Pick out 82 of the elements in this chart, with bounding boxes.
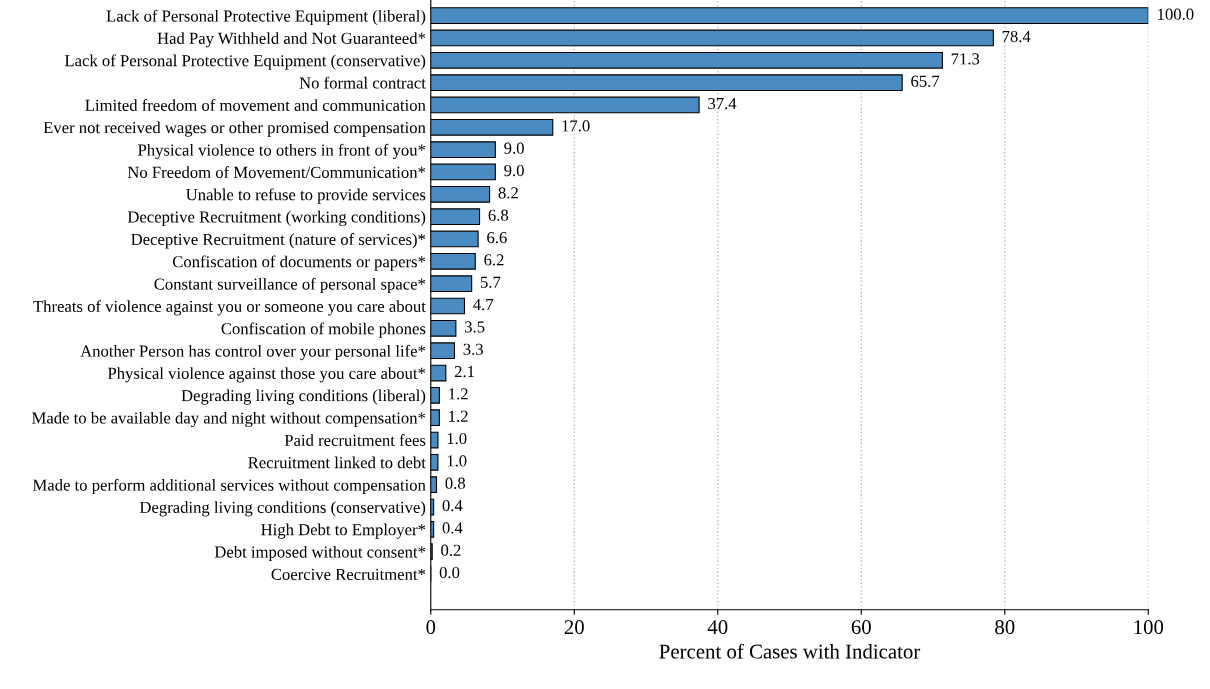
bar [430, 74, 903, 92]
data-label: 0.2 [441, 544, 461, 556]
data-label: 1.0 [447, 455, 467, 467]
data-label: 9.0 [504, 142, 524, 154]
x-tick-label: 0 [426, 620, 436, 635]
bar [430, 29, 994, 47]
x-axis-title: Percent of Cases with Indicator [659, 643, 921, 659]
y-tick-label: Constant surveillance of personal space* [154, 277, 426, 294]
bar [430, 96, 700, 114]
data-label: 0.8 [445, 477, 466, 489]
bar [430, 297, 466, 315]
x-tick-label: 60 [851, 620, 871, 635]
data-label: 2.1 [454, 365, 474, 378]
bar [430, 520, 435, 538]
data-label: 3.3 [463, 343, 483, 355]
data-label: 1.2 [449, 410, 468, 422]
bar [430, 275, 473, 293]
bar [430, 319, 457, 337]
data-label: 6.2 [484, 254, 504, 266]
y-tick-label: Degrading living conditions (liberal) [181, 389, 426, 405]
bar [430, 51, 943, 69]
data-label: 1.2 [449, 388, 468, 400]
bar [430, 409, 440, 427]
y-tick-label: No Freedom of Movement/Communication* [127, 166, 426, 178]
data-label: 1.0 [447, 432, 467, 445]
data-label: 0.0 [439, 566, 460, 579]
x-tick-label: 20 [564, 620, 584, 635]
y-tick-label: Coercive Recruitment* [271, 568, 426, 580]
bar [430, 453, 439, 471]
y-tick-label: Recruitment linked to debt [248, 456, 426, 469]
bar [430, 208, 481, 226]
y-tick-label: Deceptive Recruitment (nature of services)* [131, 233, 426, 249]
bar [430, 118, 554, 136]
y-tick-label: Confiscation of documents or papers* [172, 255, 426, 271]
bar [430, 364, 447, 382]
y-tick-label: Degrading living conditions (conservative) [139, 501, 426, 517]
data-label: 6.6 [487, 231, 507, 244]
data-label: 37.4 [708, 97, 737, 110]
bar [430, 141, 496, 159]
bar [430, 342, 455, 360]
y-tick-label: Had Pay Withheld and Not Guaranteed* [157, 32, 426, 48]
data-label: 4.7 [473, 299, 494, 311]
data-label: 6.8 [488, 209, 509, 221]
bar [430, 163, 496, 181]
y-tick-label: No formal contract [299, 76, 426, 89]
data-label: 78.4 [1002, 30, 1031, 43]
x-tick-label: 80 [995, 620, 1015, 635]
y-tick-label: Ever not received wages or other promised compensation [43, 121, 426, 137]
data-label: 9.0 [504, 164, 524, 177]
y-tick-label: Unable to refuse to provide services [186, 188, 426, 204]
y-tick-label: Made to be available day and night without compensation* [32, 411, 426, 428]
bar [430, 476, 438, 494]
bar [430, 185, 491, 203]
y-tick-label: Lack of Personal Protective Equipment (conservative) [64, 54, 426, 70]
y-tick-label: Deceptive Recruitment (working conditions) [127, 210, 426, 227]
bar [430, 431, 439, 449]
y-tick-label: Made to perform additional services without compensation [32, 478, 426, 495]
bar [430, 386, 440, 404]
x-tick-label: 40 [707, 620, 728, 635]
y-tick-label: Lack of Personal Protective Equipment (liberal) [106, 9, 426, 26]
data-label: 100.0 [1158, 8, 1194, 20]
bar [430, 252, 476, 270]
y-tick-label: Physical violence against those you care about* [107, 367, 426, 383]
data-label: 0.4 [442, 499, 463, 512]
y-tick-label: Debt imposed without consent* [214, 545, 426, 562]
x-tick-label: 100 [1134, 620, 1164, 635]
data-label: 0.4 [442, 522, 463, 534]
bar [430, 7, 1149, 25]
y-tick-label: Confiscation of mobile phones [221, 322, 426, 338]
y-tick-label: Limited freedom of movement and communication [85, 99, 426, 111]
y-tick-label: Physical violence to others in front of you* [138, 143, 426, 160]
y-tick-label: Another Person has control over your personal life* [80, 344, 426, 361]
data-label: 65.7 [911, 75, 940, 87]
bar [430, 230, 479, 248]
y-tick-label: Threats of violence against you or someone you care about [33, 300, 426, 316]
data-label: 71.3 [951, 53, 980, 65]
data-label: 5.7 [480, 276, 501, 288]
y-tick-label: Paid recruitment fees [284, 434, 426, 446]
data-label: 17.0 [562, 120, 590, 132]
y-tick-label: High Debt to Employer* [261, 523, 426, 539]
data-label: 8.2 [498, 187, 518, 199]
data-label: 3.5 [465, 321, 485, 333]
